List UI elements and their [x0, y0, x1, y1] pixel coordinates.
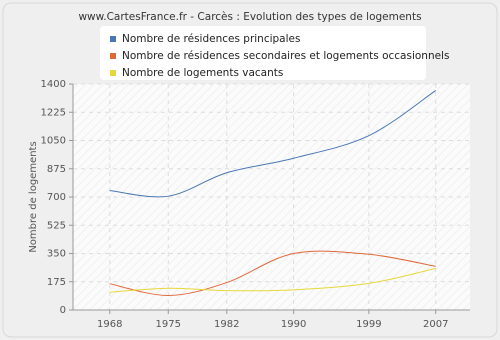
- series-line: [109, 250, 436, 296]
- y-tick-label: 350: [47, 249, 66, 260]
- legend-swatch: [110, 36, 116, 42]
- legend-label: Nombre de logements vacants: [122, 67, 283, 79]
- y-tick-label: 525: [47, 220, 66, 231]
- y-tick-label: 175: [47, 277, 66, 288]
- x-tick-label: 1982: [214, 319, 239, 330]
- x-tick-label: 1990: [281, 319, 306, 330]
- chart-title: www.CartesFrance.fr - Carcès : Evolution…: [78, 11, 421, 23]
- x-tick-label: 1975: [156, 319, 181, 330]
- x-tick-label: 1968: [97, 319, 122, 330]
- legend-swatch: [110, 53, 116, 59]
- y-tick-label: 875: [47, 164, 66, 175]
- y-tick-label: 1225: [41, 107, 66, 118]
- y-axis-label: Nombre de logements: [28, 141, 39, 252]
- series-line: [109, 267, 436, 293]
- y-tick-label: 1400: [41, 79, 66, 90]
- legend-box: [100, 26, 426, 80]
- legend-swatch: [110, 70, 116, 76]
- series-line: [109, 90, 437, 198]
- x-tick-label: 1999: [356, 319, 381, 330]
- y-tick-label: 700: [47, 192, 66, 203]
- y-tick-label: 1050: [41, 136, 66, 147]
- legend-label: Nombre de résidences principales: [122, 33, 300, 45]
- legend-label: Nombre de résidences secondaires et loge…: [122, 50, 449, 62]
- x-tick-label: 2007: [423, 319, 448, 330]
- legend: Nombre de résidences principales Nombre d…: [100, 26, 449, 80]
- y-tick-label: 0: [60, 305, 66, 316]
